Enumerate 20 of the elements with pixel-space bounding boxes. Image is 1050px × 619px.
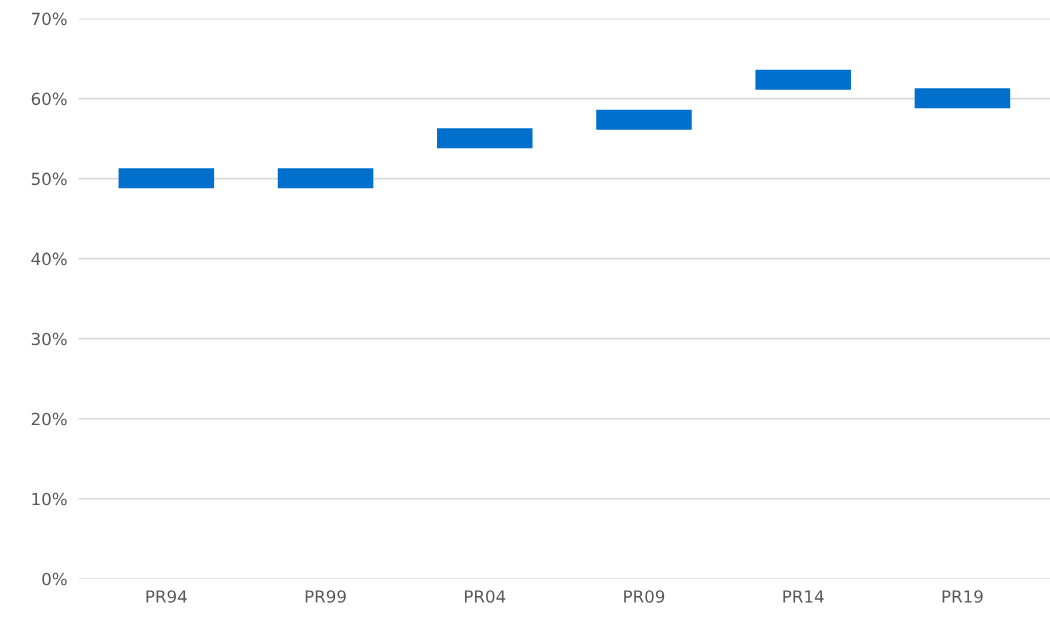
y-tick-label: 40% xyxy=(31,252,67,266)
bar xyxy=(277,168,374,189)
x-tick-label: PR14 xyxy=(783,590,824,603)
bar xyxy=(596,109,692,130)
x-tick-label: PR04 xyxy=(464,590,506,603)
y-tick-label: 50% xyxy=(31,172,67,186)
y-tick-label: 60% xyxy=(31,92,67,106)
y-tick-label: 0% xyxy=(42,572,67,586)
bar xyxy=(755,69,851,90)
y-tick-label: 10% xyxy=(32,492,67,506)
y-tick-label: 70% xyxy=(31,12,67,26)
x-tick-label: PR99 xyxy=(305,590,346,603)
x-tick-label: PR09 xyxy=(624,590,665,603)
bar xyxy=(118,168,215,189)
bar xyxy=(437,128,533,149)
y-tick-label: 20% xyxy=(31,412,67,426)
y-tick-label: 30% xyxy=(31,332,67,346)
x-tick-label: PR94 xyxy=(146,590,187,603)
x-tick-label: PR19 xyxy=(942,590,983,603)
bar xyxy=(914,88,1011,109)
